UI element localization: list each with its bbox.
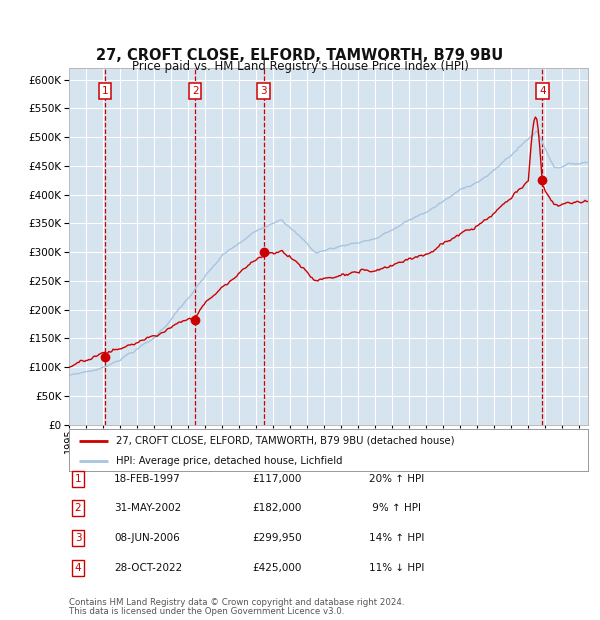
Text: 11% ↓ HPI: 11% ↓ HPI	[369, 563, 424, 573]
Text: Contains HM Land Registry data © Crown copyright and database right 2024.: Contains HM Land Registry data © Crown c…	[69, 598, 404, 607]
Text: 4: 4	[539, 86, 546, 96]
Text: 20% ↑ HPI: 20% ↑ HPI	[369, 474, 424, 484]
Text: 14% ↑ HPI: 14% ↑ HPI	[369, 533, 424, 543]
Text: 08-JUN-2006: 08-JUN-2006	[114, 533, 180, 543]
Text: 1: 1	[102, 86, 109, 96]
Text: 4: 4	[74, 563, 82, 573]
Text: 2: 2	[74, 503, 82, 513]
Text: £425,000: £425,000	[252, 563, 301, 573]
Text: £117,000: £117,000	[252, 474, 301, 484]
Text: 31-MAY-2002: 31-MAY-2002	[114, 503, 181, 513]
Text: 3: 3	[260, 86, 267, 96]
Text: 9% ↑ HPI: 9% ↑ HPI	[369, 503, 421, 513]
Text: Price paid vs. HM Land Registry's House Price Index (HPI): Price paid vs. HM Land Registry's House …	[131, 61, 469, 73]
Text: 2: 2	[192, 86, 199, 96]
Text: £299,950: £299,950	[252, 533, 302, 543]
Text: 28-OCT-2022: 28-OCT-2022	[114, 563, 182, 573]
Text: 27, CROFT CLOSE, ELFORD, TAMWORTH, B79 9BU (detached house): 27, CROFT CLOSE, ELFORD, TAMWORTH, B79 9…	[116, 436, 454, 446]
Text: HPI: Average price, detached house, Lichfield: HPI: Average price, detached house, Lich…	[116, 456, 342, 466]
Text: 18-FEB-1997: 18-FEB-1997	[114, 474, 181, 484]
Text: 3: 3	[74, 533, 82, 543]
Text: £182,000: £182,000	[252, 503, 301, 513]
Text: 27, CROFT CLOSE, ELFORD, TAMWORTH, B79 9BU: 27, CROFT CLOSE, ELFORD, TAMWORTH, B79 9…	[97, 48, 503, 63]
Text: This data is licensed under the Open Government Licence v3.0.: This data is licensed under the Open Gov…	[69, 608, 344, 616]
Text: 1: 1	[74, 474, 82, 484]
